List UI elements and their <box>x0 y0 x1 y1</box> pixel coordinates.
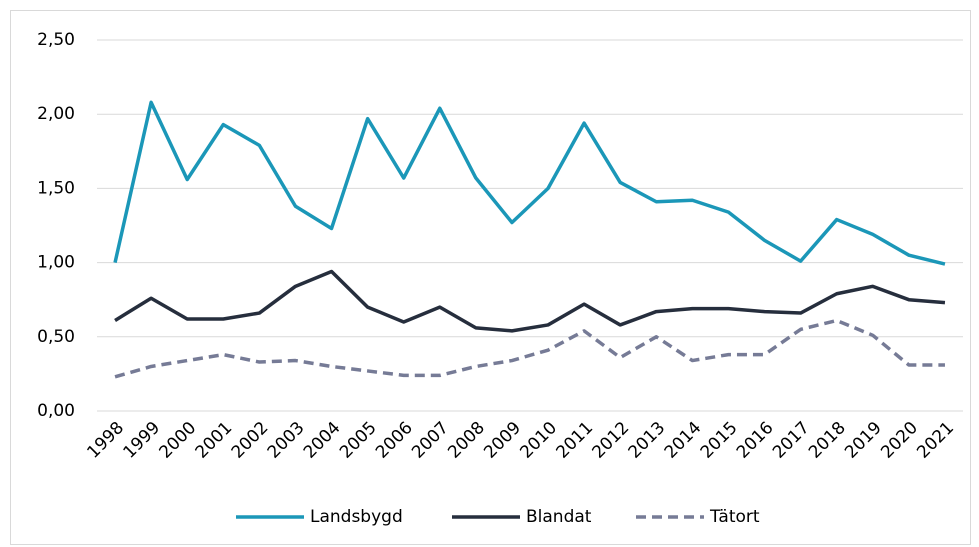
y-tick-label: 2,50 <box>37 30 75 50</box>
chart-border <box>10 10 971 545</box>
line <box>114 318 945 379</box>
y-tick-label: 1,00 <box>37 253 75 273</box>
y-tick-label: 2,00 <box>37 104 75 124</box>
line <box>114 269 946 333</box>
y-tick-label: 0,00 <box>37 401 75 421</box>
y-tick-label: 0,50 <box>37 327 75 347</box>
y-tick-label: 1,50 <box>37 178 75 198</box>
legend-label: Landsbygd <box>310 507 403 527</box>
line <box>113 100 946 266</box>
legend-label: Blandat <box>526 507 592 527</box>
legend-label: Tätort <box>709 507 760 527</box>
